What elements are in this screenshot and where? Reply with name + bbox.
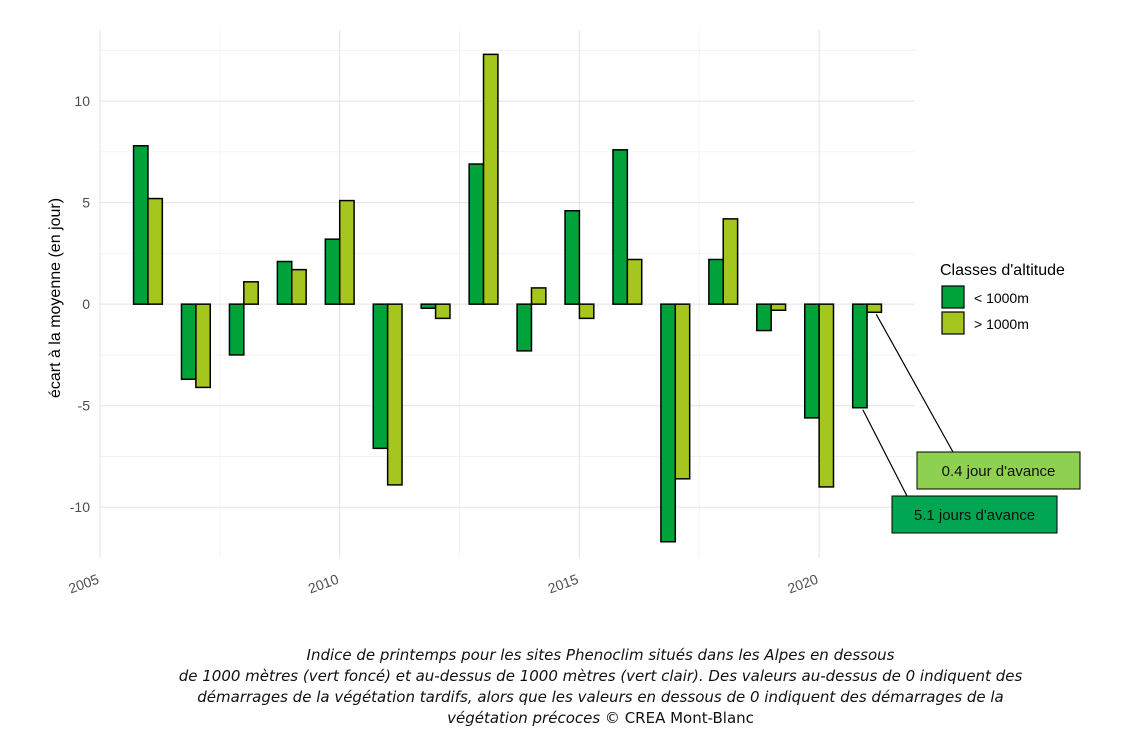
y-tick-label: 10 xyxy=(74,93,90,109)
bar-above-1000-2010 xyxy=(338,199,355,305)
caption-line-4: végétation précoces © CREA Mont-Blanc xyxy=(0,708,1137,729)
caption-line-3: démarrages de la végétation tardifs, alo… xyxy=(197,688,1004,706)
bar-above-1000-2013 xyxy=(482,53,499,305)
bar-below-1000-2015 xyxy=(564,209,581,305)
caption-line-4-credit: © CREA Mont-Blanc xyxy=(600,709,754,727)
bar-above-1000-2012 xyxy=(434,303,451,320)
bar-above-1000-2007 xyxy=(195,303,212,389)
bar-above-1000-2020 xyxy=(818,303,835,488)
caption-line-4-italic: végétation précoces xyxy=(447,709,601,727)
legend-swatch-above-1000 xyxy=(941,311,965,335)
legend-item-below-1000: < 1000m xyxy=(941,285,1029,309)
bar-below-1000-2019 xyxy=(756,303,772,332)
bar-below-1000-2013 xyxy=(468,163,485,305)
bar-below-1000-2014 xyxy=(516,303,533,352)
bar-below-1000-2016 xyxy=(612,149,629,305)
bar-above-1000-2019 xyxy=(770,303,787,311)
bar-above-1000-2011 xyxy=(386,303,403,486)
bar-below-1000-2010 xyxy=(324,238,341,305)
x-tick-label: 2010 xyxy=(306,571,341,597)
bar-below-1000-2018 xyxy=(708,258,724,305)
bar-below-1000-2007 xyxy=(180,303,197,381)
bar-below-1000-2008 xyxy=(228,303,245,356)
bar-chart: -10 -5 0 5 10 2005 2010 2015 2020 écart à la moy… xyxy=(47,30,1081,596)
legend-item-above-1000: > 1000m xyxy=(941,311,1029,335)
bar-below-1000-2011 xyxy=(372,303,389,450)
legend-label-above-1000: > 1000m xyxy=(974,316,1029,332)
bar-above-1000-2015 xyxy=(578,303,595,320)
bar-below-1000-2021 xyxy=(851,303,868,409)
bar-above-1000-2009 xyxy=(291,268,307,305)
bar-below-1000-2006 xyxy=(132,145,149,305)
annotation-box-5-1 xyxy=(891,495,1058,534)
y-tick-label: -5 xyxy=(78,398,91,414)
bar-below-1000-2009 xyxy=(276,260,293,305)
x-tick-label: 2020 xyxy=(785,571,820,597)
bars xyxy=(132,53,883,543)
legend: Classes d'altitude < 1000m > 1000m xyxy=(940,262,1065,335)
annotation-leader-5-1 xyxy=(862,409,908,497)
bar-above-1000-2006 xyxy=(147,197,164,305)
bar-below-1000-2017 xyxy=(660,303,677,543)
legend-title: Classes d'altitude xyxy=(940,262,1065,279)
bar-above-1000-2018 xyxy=(722,218,739,305)
caption-line-2: de 1000 mètres (vert foncé) et au-dessus… xyxy=(178,667,1023,685)
annotation-leader-0-4 xyxy=(875,313,954,453)
y-tick-label: 5 xyxy=(82,195,90,211)
annotations: 0.4 jour d'avance 5.1 jours d'avance xyxy=(862,313,1081,534)
x-tick-label: 2005 xyxy=(66,571,101,597)
figure-caption: Indice de printemps pour les sites Pheno… xyxy=(0,645,1137,729)
bar-above-1000-2017 xyxy=(674,303,691,480)
axes: -10 -5 0 5 10 2005 2010 2015 2020 xyxy=(66,93,820,596)
annotation-text-5-1: 5.1 jours d'avance xyxy=(914,507,1035,524)
bar-above-1000-2016 xyxy=(626,258,643,305)
bar-below-1000-2012 xyxy=(420,303,437,309)
bar-above-1000-2021 xyxy=(866,303,883,314)
annotation-text-0-4: 0.4 jour d'avance xyxy=(942,463,1056,480)
bar-above-1000-2014 xyxy=(530,287,547,305)
bar-above-1000-2008 xyxy=(243,281,259,305)
legend-label-below-1000: < 1000m xyxy=(974,290,1029,306)
y-tick-label: -10 xyxy=(70,499,90,515)
y-axis-label: écart à la moyenne (en jour) xyxy=(47,198,64,398)
legend-swatch-below-1000 xyxy=(941,285,965,309)
bar-below-1000-2020 xyxy=(803,303,820,419)
caption-line-1: Indice de printemps pour les sites Pheno… xyxy=(306,646,895,664)
grid xyxy=(99,30,915,558)
y-tick-label: 0 xyxy=(82,296,90,312)
annotation-box-0-4 xyxy=(916,451,1081,490)
x-tick-label: 2015 xyxy=(546,571,581,597)
